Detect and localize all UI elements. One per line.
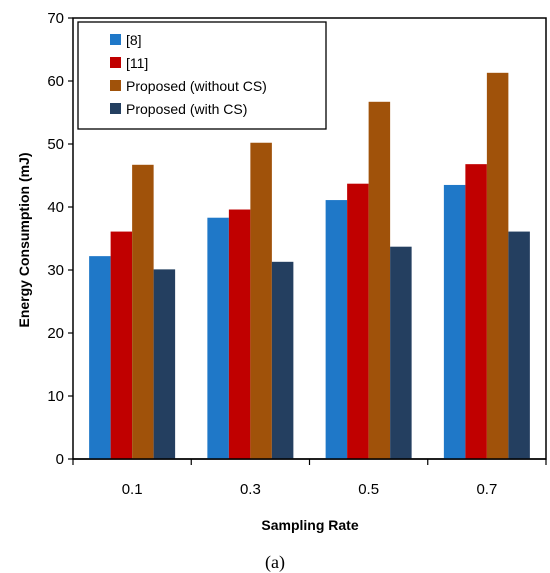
- x-tick-label: 0.5: [358, 481, 379, 498]
- bar: [508, 231, 530, 459]
- legend-label: [11]: [126, 55, 148, 71]
- bar: [465, 164, 487, 459]
- bar: [89, 256, 111, 459]
- bar: [325, 200, 348, 459]
- figure-caption: (a): [265, 552, 285, 572]
- y-tick-label: 10: [47, 388, 64, 405]
- x-tick-label: 0.1: [122, 481, 143, 498]
- y-tick-label: 50: [47, 136, 64, 153]
- legend-swatch: [110, 103, 121, 114]
- x-tick-label: 0.3: [240, 481, 261, 498]
- y-tick-label: 20: [47, 325, 64, 342]
- x-tick-label: 0.7: [476, 481, 497, 498]
- bar: [368, 101, 391, 459]
- bar: [132, 164, 154, 460]
- bar: [250, 142, 272, 460]
- legend-swatch: [110, 34, 121, 45]
- bar: [153, 269, 176, 459]
- legend-swatch: [110, 80, 121, 91]
- bar: [207, 217, 229, 459]
- y-tick-label: 60: [47, 73, 64, 90]
- legend-label: [8]: [126, 32, 142, 48]
- y-tick-label: 70: [47, 10, 64, 27]
- y-tick-label: 40: [47, 199, 64, 216]
- bar: [347, 183, 369, 459]
- y-axis-ticks: 0 10 20 30 40 50 60 70: [47, 10, 73, 468]
- legend: [8] [11] Proposed (without CS) Proposed (wi…: [77, 21, 327, 130]
- y-tick-label: 30: [47, 262, 64, 279]
- bar: [110, 231, 133, 459]
- bar: [271, 261, 294, 459]
- legend-label: Proposed (without CS): [126, 78, 267, 94]
- bar: [443, 184, 466, 459]
- bar-group: [89, 72, 530, 460]
- bar: [390, 246, 412, 459]
- y-tick-label: 0: [56, 451, 64, 468]
- legend-label: Proposed (with CS): [126, 101, 247, 117]
- bar-chart: 0 10 20 30 40 50 60 70 0.1 0.3 0.5 0.7 Energy Cons…: [16, 10, 547, 533]
- y-axis-title: Energy Consumption (mJ): [16, 152, 32, 327]
- x-axis-title: Sampling Rate: [261, 517, 358, 533]
- bar: [228, 209, 251, 459]
- legend-swatch: [110, 57, 121, 68]
- x-axis-ticks: 0.1 0.3 0.5 0.7: [72, 459, 547, 498]
- bar: [486, 72, 509, 459]
